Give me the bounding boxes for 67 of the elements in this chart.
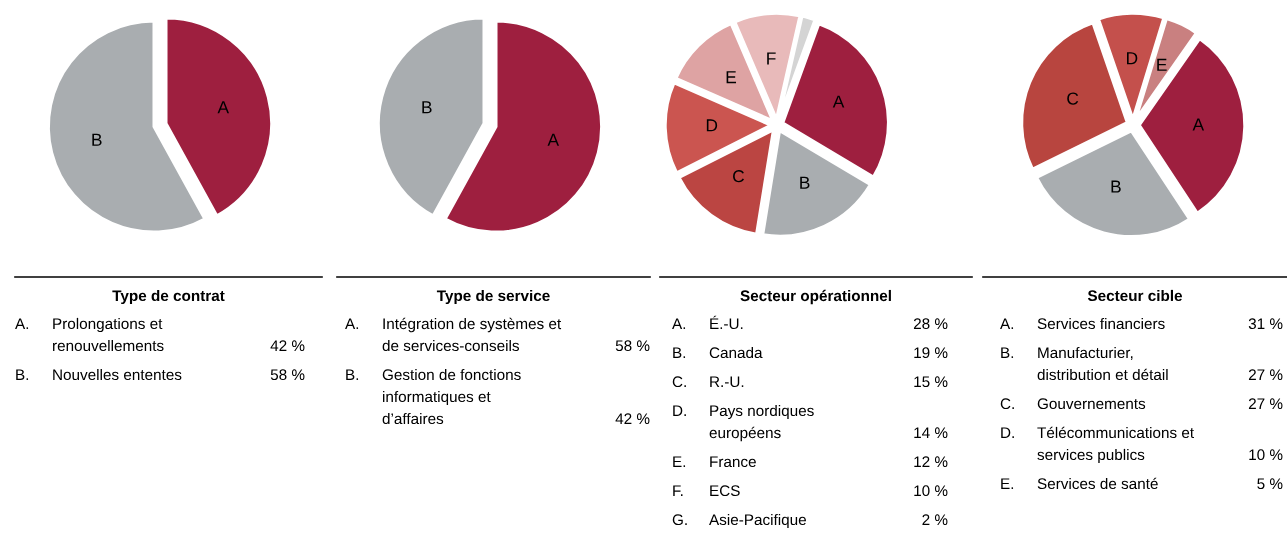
text: Type de service bbox=[436, 289, 550, 305]
text: 2 % bbox=[922, 514, 948, 526]
text: Manufacturier, distribution et détail bbox=[1037, 346, 1168, 381]
slice-label: D bbox=[1127, 52, 1138, 65]
text: 42 % bbox=[615, 413, 650, 425]
text: G. bbox=[672, 514, 687, 526]
slice-label: D bbox=[706, 119, 718, 132]
text: 28 % bbox=[913, 318, 948, 330]
slice-label: A bbox=[547, 133, 560, 146]
text: Pays nordiques européens bbox=[709, 404, 814, 442]
slice-label: B bbox=[422, 101, 432, 114]
text: Gestion de fonctions informatiques et d’affaires bbox=[382, 368, 521, 425]
text: 19 % bbox=[914, 347, 948, 359]
text: D. bbox=[1001, 427, 1014, 438]
slice-label: C bbox=[733, 170, 745, 183]
text: Secteur cible bbox=[1087, 289, 1183, 302]
text: R.-U. bbox=[710, 376, 744, 388]
text: Canada bbox=[709, 346, 763, 359]
slice-label: B bbox=[1111, 180, 1121, 193]
text: Asie-Pacifique bbox=[709, 513, 806, 529]
text: B. bbox=[16, 369, 29, 380]
text: 31 % bbox=[1248, 318, 1283, 330]
slice-label: E bbox=[726, 71, 737, 84]
slice-label: F bbox=[767, 52, 776, 65]
text: 27 % bbox=[1248, 369, 1283, 381]
slice-label: C bbox=[1067, 92, 1079, 105]
text: Prolongations et renouvellements bbox=[53, 317, 164, 352]
text: C. bbox=[672, 376, 686, 388]
text: Services de santé bbox=[1037, 477, 1158, 490]
text: A. bbox=[345, 318, 359, 329]
text: 27 % bbox=[1248, 398, 1283, 410]
text: A. bbox=[15, 318, 29, 329]
text: 12 % bbox=[914, 456, 948, 468]
text: É.-U. bbox=[710, 315, 743, 330]
text: B. bbox=[1001, 347, 1014, 358]
text: A. bbox=[1000, 318, 1014, 329]
text: Télécommunications et services publics bbox=[1037, 426, 1194, 464]
text: B. bbox=[346, 369, 359, 380]
slice-label: B bbox=[800, 176, 810, 189]
text: 58 % bbox=[615, 340, 650, 352]
text: Gouvernements bbox=[1037, 398, 1146, 410]
slice-label: A bbox=[1192, 118, 1205, 131]
text: Nouvelles ententes bbox=[53, 368, 182, 381]
text: 5 % bbox=[1257, 478, 1283, 490]
text: 10 % bbox=[1249, 449, 1283, 461]
slice-label: B bbox=[92, 133, 102, 146]
text: F. bbox=[673, 485, 683, 496]
text: 14 % bbox=[914, 427, 948, 439]
text: B. bbox=[673, 347, 686, 358]
text: 15 % bbox=[914, 376, 948, 388]
text: France bbox=[710, 456, 756, 468]
text: A. bbox=[672, 318, 686, 329]
slice-label: E bbox=[1157, 58, 1167, 71]
slice-label: A bbox=[832, 95, 845, 108]
text: E. bbox=[673, 456, 686, 467]
text: E. bbox=[1001, 478, 1014, 489]
text: ECS bbox=[710, 485, 740, 497]
text: Type de contrat bbox=[112, 289, 225, 305]
text: Intégration de systèmes et de services-conseils bbox=[382, 317, 562, 352]
text: Secteur opérationnel bbox=[740, 289, 891, 305]
text: 42 % bbox=[270, 340, 305, 352]
text: D. bbox=[673, 405, 686, 416]
text: 58 % bbox=[270, 369, 305, 381]
text: Services financiers bbox=[1037, 317, 1165, 330]
text: C. bbox=[1000, 398, 1014, 410]
text: 10 % bbox=[914, 485, 948, 497]
slice-label: A bbox=[217, 101, 230, 114]
